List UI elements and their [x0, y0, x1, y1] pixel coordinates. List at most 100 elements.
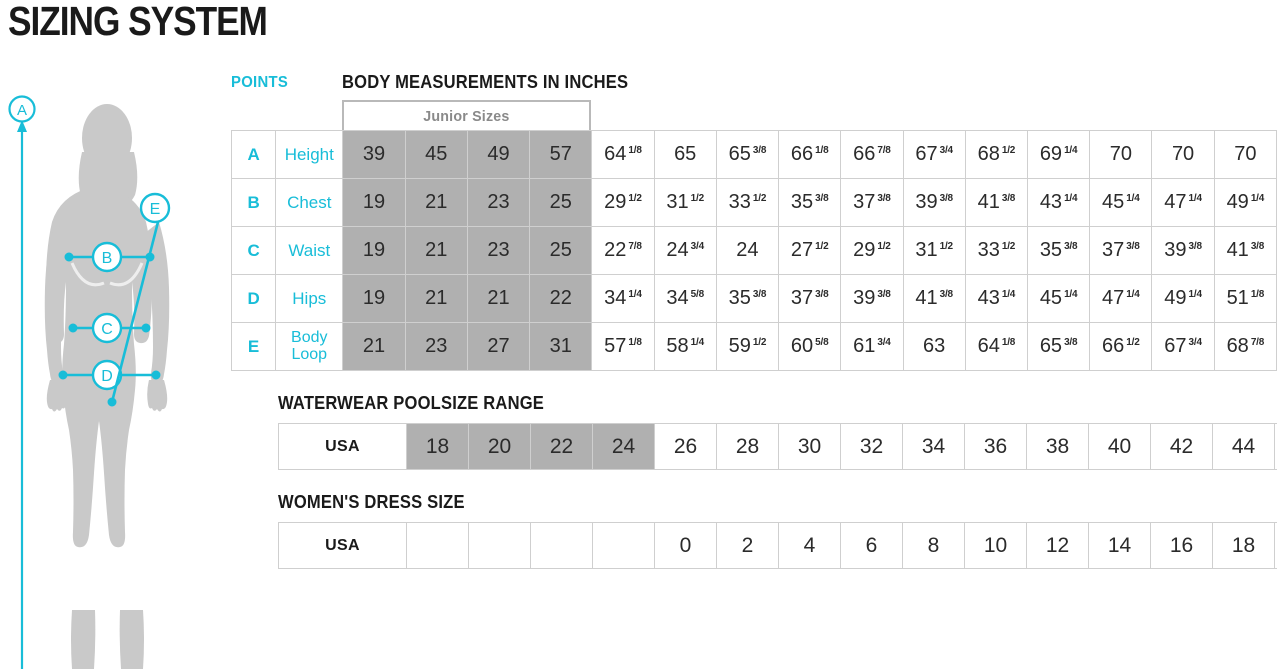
junior-value-cell: 31 [529, 322, 593, 371]
junior-value-cell: 19 [342, 274, 406, 323]
size-value: 42 [1169, 434, 1194, 458]
measurement-value: 68 7/8 [1226, 335, 1265, 357]
measurement-value-cell: 59 1/2 [715, 322, 780, 371]
measurement-value: 49 1/4 [1164, 287, 1202, 309]
measurement-value: 34 5/8 [666, 287, 704, 309]
measurement-value-cell: 51 1/8 [1213, 274, 1277, 323]
body-figure-diagram: A B C D [0, 90, 228, 669]
size-value: 32 [859, 434, 884, 458]
measurement-value-cell: 69 1/4 [1026, 130, 1091, 179]
junior-value-cell: 25 [529, 178, 593, 227]
marker-a-badge: A [8, 95, 36, 123]
measurement-value: 41 3/8 [915, 287, 953, 309]
body-measurements-header: BODY MEASUREMENTS IN INCHES [342, 72, 629, 92]
measurement-value: 21 [362, 335, 386, 357]
size-value-cell: 32 [840, 423, 903, 470]
measurement-value: 33 1/2 [977, 239, 1016, 261]
measurement-value-cell: 45 1/4 [1089, 178, 1153, 227]
size-value: 40 [1107, 434, 1132, 458]
junior-size-cell: 24 [592, 423, 655, 470]
measurement-value-cell: 41 3/8 [902, 274, 966, 323]
junior-size-cell: 22 [530, 423, 593, 470]
size-value-cell: 20 [1274, 522, 1277, 569]
measurement-value: 19 [362, 287, 386, 309]
measurement-value-cell: 45 1/4 [1026, 274, 1091, 323]
measurement-value: 59 1/2 [728, 335, 767, 357]
empty-size-cell [406, 522, 469, 569]
measurement-value-cell: 37 3/8 [840, 178, 904, 227]
measurement-value-cell: 70 [1089, 130, 1153, 179]
measurement-value-cell: 65 3/8 [1026, 322, 1091, 371]
body-measurements-table: A Height 39 45 49 57 64 1/8 65 65 3/8 66 1/8 66 7/8 67 3… [230, 130, 1277, 371]
size-value-cell: 46 [1274, 423, 1277, 470]
svg-text:B: B [102, 250, 113, 267]
measurement-value-cell: 49 1/4 [1213, 178, 1277, 227]
measurement-value: 39 [362, 143, 386, 165]
measurement-name-cell: Waist [275, 226, 344, 275]
measurement-value-cell: 29 1/2 [591, 178, 655, 227]
measurement-value: 45 [425, 143, 448, 165]
measurement-name: Hips [292, 288, 327, 308]
size-value-cell: 40 [1088, 423, 1151, 470]
table-row: A Height 39 45 49 57 64 1/8 65 65 3/8 66 1/8 66 7/8 67 3… [230, 130, 1277, 179]
measurement-value-cell: 63 [902, 322, 966, 371]
measurement-value-cell: 37 3/8 [778, 274, 842, 323]
measurement-value: 35 3/8 [728, 287, 767, 309]
measurement-value-cell: 22 7/8 [591, 226, 655, 275]
measurement-value: 39 3/8 [853, 287, 891, 309]
marker-c-badge: C [91, 312, 123, 344]
measurement-value-cell: 34 1/4 [591, 274, 655, 323]
measurement-value: 33 1/2 [728, 191, 767, 213]
size-value: 10 [983, 533, 1008, 557]
measurement-value: 41 3/8 [977, 191, 1016, 213]
usa-label: USA [325, 437, 360, 455]
size-value: 14 [1107, 533, 1132, 557]
measurement-value: 64 1/8 [977, 335, 1016, 357]
measurement-value: 25 [549, 191, 572, 213]
svg-text:A: A [17, 102, 27, 119]
measurement-value: 37 3/8 [853, 191, 891, 213]
measurement-value: 66 1/8 [790, 143, 829, 165]
size-value: 2 [741, 533, 754, 557]
junior-value-cell: 22 [529, 274, 593, 323]
table-row: D Hips 19 21 21 22 34 1/4 34 5/8 35 3/8 37 3/8 39 3/8 41… [230, 274, 1277, 323]
junior-value-cell: 23 [466, 178, 531, 227]
measurement-value-cell: 39 3/8 [840, 274, 904, 323]
size-value: 0 [679, 533, 692, 557]
junior-value-cell: 19 [342, 178, 406, 227]
measurement-value-cell: 24 3/4 [653, 226, 717, 275]
size-value-cell: 28 [716, 423, 779, 470]
size-value: 6 [865, 533, 878, 557]
marker-a-height-line [17, 120, 27, 669]
junior-value-cell: 21 [466, 274, 531, 323]
measurement-value: 51 1/8 [1226, 287, 1265, 309]
size-value-cell: 12 [1026, 522, 1089, 569]
measurement-value: 68 1/2 [977, 143, 1016, 165]
measurement-value: 21 [425, 287, 448, 309]
measurement-value-cell: 60 5/8 [778, 322, 842, 371]
measurement-value: 39 3/8 [915, 191, 953, 213]
measurement-value: 23 [487, 191, 510, 213]
measurement-value-cell: 31 1/2 [653, 178, 717, 227]
measurement-value: 65 3/8 [1039, 335, 1078, 357]
point-letter: E [247, 336, 260, 356]
junior-size-cell: 20 [468, 423, 531, 470]
measurement-value-cell: 70 [1213, 130, 1277, 179]
point-letter-cell: E [230, 322, 277, 371]
junior-value-cell: 21 [404, 178, 468, 227]
dress-size-section-title: WOMEN'S DRESS SIZE [278, 492, 465, 512]
measurement-value: 31 1/2 [915, 239, 953, 261]
svg-text:C: C [101, 321, 113, 338]
measurement-value: 57 [549, 143, 572, 165]
measurement-value: 22 [549, 287, 572, 309]
measurement-value: 21 [425, 239, 448, 261]
measurement-value-cell: 27 1/2 [778, 226, 842, 275]
usa-label: USA [325, 536, 360, 554]
usa-label-cell: USA [278, 522, 407, 569]
bust-contour [70, 262, 144, 287]
measurement-value: 65 [674, 143, 697, 165]
size-value-cell: 26 [654, 423, 717, 470]
point-letter: C [247, 240, 260, 260]
measurement-name: Chest [287, 192, 332, 212]
measurement-value: 45 1/4 [1039, 287, 1078, 309]
